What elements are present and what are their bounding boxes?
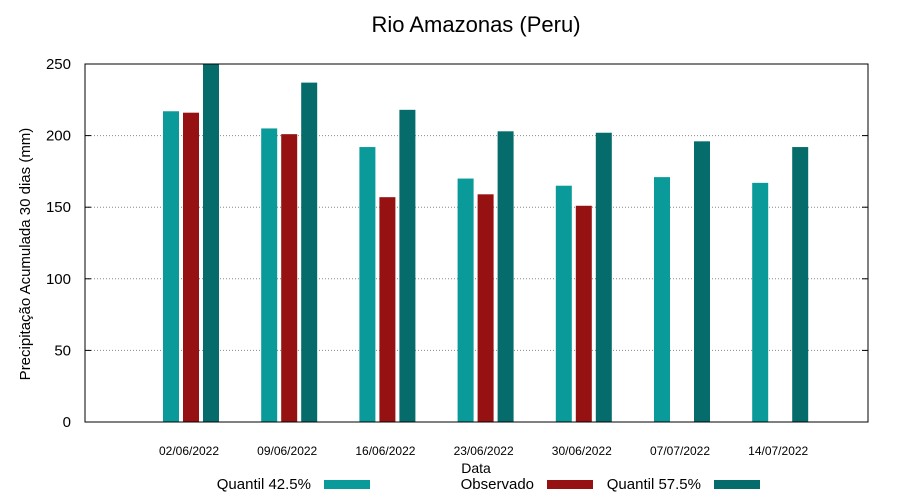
- legend-label: Quantil 57.5%: [607, 476, 701, 493]
- x-axis-ticks: 02/06/2022 09/06/2022 16/06/2022 23/06/2022…: [159, 444, 809, 458]
- bar-observado: [477, 194, 494, 422]
- bar-quantil-42-5: [457, 178, 474, 422]
- bar-observado: [183, 112, 199, 423]
- x-tick-label: 23/06/2022: [454, 444, 514, 458]
- y-tick-label: 50: [54, 342, 71, 359]
- x-tick-label: 07/07/2022: [650, 444, 710, 458]
- y-axis-ticks: 0 50 100 150 200 250: [46, 56, 868, 431]
- y-tick-label: 150: [46, 199, 71, 216]
- legend-label: Observado: [461, 476, 534, 493]
- bar-observado: [379, 197, 396, 422]
- bar-quantil-57-5: [301, 82, 318, 422]
- x-tick-label: 14/07/2022: [748, 444, 808, 458]
- bar-quantil-57-5: [595, 132, 612, 422]
- legend: Quantil 42.5% Observado Quantil 57.5%: [217, 476, 760, 493]
- plot-frame: [84, 63, 869, 423]
- y-tick-label: 0: [63, 414, 71, 431]
- bar-quantil-57-5: [694, 141, 710, 422]
- bar-quantil-42-5: [555, 185, 572, 422]
- x-tick-label: 02/06/2022: [159, 444, 219, 458]
- bar-quantil-57-5: [497, 131, 514, 422]
- legend-swatch: [714, 480, 760, 489]
- legend-swatch: [324, 480, 370, 489]
- legend-swatch: [547, 480, 593, 489]
- bar-quantil-57-5: [399, 109, 416, 422]
- chart-title: Rio Amazonas (Peru): [371, 12, 580, 37]
- bar-observado: [281, 134, 298, 422]
- bar-quantil-57-5: [792, 147, 809, 422]
- bar-observado: [575, 205, 592, 422]
- legend-label: Quantil 42.5%: [217, 476, 311, 493]
- y-tick-label: 100: [46, 271, 71, 288]
- bar-quantil-57-5: [203, 64, 219, 422]
- y-axis-label: Precipitação Acumulada 30 dias (mm): [17, 128, 34, 381]
- x-tick-label: 30/06/2022: [552, 444, 612, 458]
- y-tick-label: 250: [46, 56, 71, 73]
- x-tick-label: 16/06/2022: [355, 444, 415, 458]
- gridlines: [85, 135, 868, 351]
- x-tick-label: 09/06/2022: [257, 444, 317, 458]
- bar-quantil-42-5: [654, 177, 670, 422]
- bars: [163, 64, 809, 423]
- y-tick-label: 200: [46, 128, 71, 145]
- bar-quantil-42-5: [359, 147, 376, 422]
- x-axis-label: Data: [461, 460, 491, 476]
- bar-quantil-42-5: [163, 111, 179, 423]
- bar-quantil-42-5: [261, 128, 278, 422]
- bar-quantil-42-5: [752, 182, 769, 422]
